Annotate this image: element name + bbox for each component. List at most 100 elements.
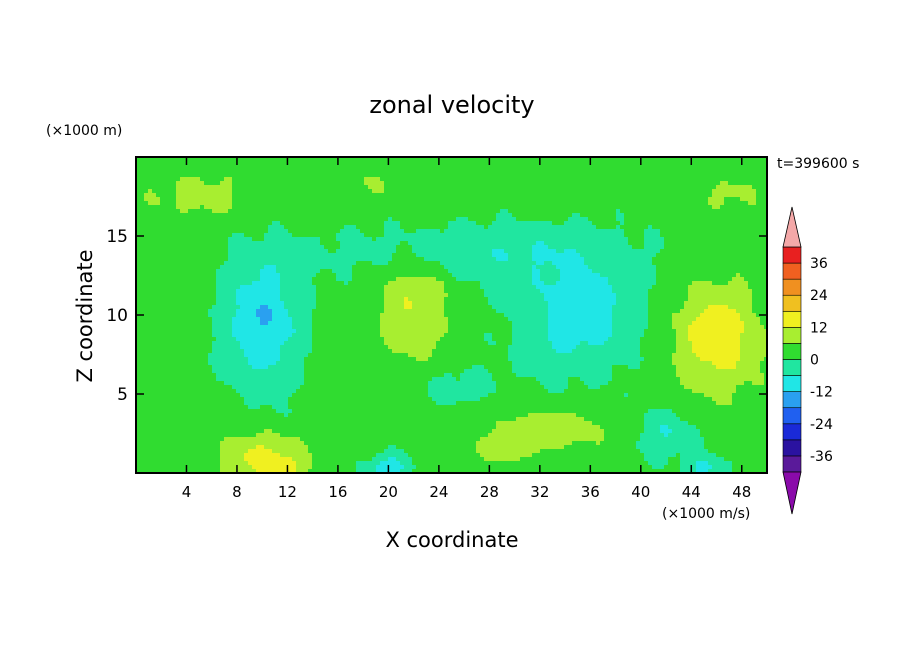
field-cell — [592, 229, 597, 234]
field-cell — [640, 201, 645, 206]
field-cell — [136, 221, 141, 226]
field-cell — [224, 225, 229, 230]
field-cell — [212, 185, 217, 190]
field-cell — [408, 221, 413, 226]
field-cell — [532, 237, 537, 242]
field-cell — [544, 197, 549, 202]
field-cell — [572, 173, 577, 178]
field-cell — [508, 157, 513, 162]
field-cell — [328, 213, 333, 218]
field-cell — [312, 177, 317, 182]
field-cell — [560, 245, 565, 250]
field-cell — [332, 177, 337, 182]
field-cell — [264, 233, 269, 238]
field-cell — [168, 273, 173, 278]
field-cell — [732, 169, 737, 174]
field-cell — [520, 229, 525, 234]
field-cell — [648, 161, 653, 166]
field-cell — [728, 221, 733, 226]
field-cell — [384, 161, 389, 166]
field-cell — [348, 197, 353, 202]
field-cell — [212, 257, 217, 262]
field-cell — [404, 241, 409, 246]
field-cell — [440, 277, 445, 282]
field-cell — [488, 213, 493, 218]
field-cell — [636, 201, 641, 206]
field-cell — [736, 257, 741, 262]
field-cell — [576, 269, 581, 274]
field-cell — [224, 189, 229, 194]
field-cell — [392, 217, 397, 222]
field-cell — [424, 201, 429, 206]
field-cell — [332, 205, 337, 210]
field-cell — [440, 225, 445, 230]
field-cell — [468, 225, 473, 230]
field-cell — [320, 269, 325, 274]
field-cell — [412, 277, 417, 282]
field-cell — [280, 217, 285, 222]
field-cell — [708, 257, 713, 262]
field-cell — [240, 269, 245, 274]
field-cell — [472, 205, 477, 210]
field-cell — [528, 173, 533, 178]
field-cell — [164, 237, 169, 242]
field-cell — [500, 169, 505, 174]
field-cell — [536, 165, 541, 170]
field-cell — [620, 249, 625, 254]
field-cell — [732, 209, 737, 214]
field-cell — [576, 257, 581, 262]
field-cell — [296, 157, 301, 162]
field-cell — [188, 161, 193, 166]
field-cell — [436, 269, 441, 274]
field-cell — [148, 253, 153, 258]
field-cell — [332, 277, 337, 282]
field-cell — [156, 157, 161, 162]
field-cell — [680, 229, 685, 234]
field-cell — [216, 213, 221, 218]
field-cell — [288, 225, 293, 230]
field-cell — [676, 225, 681, 230]
field-cell — [592, 165, 597, 170]
field-cell — [336, 253, 341, 258]
field-cell — [356, 177, 361, 182]
field-cell — [476, 245, 481, 250]
field-cell — [656, 221, 661, 226]
field-cell — [472, 225, 477, 230]
field-cell — [712, 173, 717, 178]
field-cell — [408, 201, 413, 206]
field-cell — [244, 173, 249, 178]
field-cell — [736, 157, 741, 162]
field-cell — [252, 165, 257, 170]
field-cell — [440, 281, 445, 286]
field-cell — [452, 249, 457, 254]
field-cell — [452, 185, 457, 190]
field-cell — [336, 281, 341, 286]
field-cell — [284, 177, 289, 182]
field-cell — [216, 281, 221, 286]
field-cell — [288, 181, 293, 186]
field-cell — [732, 173, 737, 178]
field-cell — [136, 241, 141, 246]
field-cell — [636, 249, 641, 254]
field-cell — [524, 209, 529, 214]
field-cell — [740, 193, 745, 198]
field-cell — [372, 181, 377, 186]
field-cell — [156, 209, 161, 214]
field-cell — [412, 157, 417, 162]
field-cell — [180, 261, 185, 266]
field-cell — [352, 237, 357, 242]
field-cell — [596, 245, 601, 250]
field-cell — [384, 245, 389, 250]
field-cell — [144, 237, 149, 242]
field-cell — [712, 229, 717, 234]
field-cell — [252, 209, 257, 214]
field-cell — [184, 169, 189, 174]
field-cell — [324, 277, 329, 282]
field-cell — [280, 221, 285, 226]
field-cell — [712, 257, 717, 262]
field-cell — [188, 237, 193, 242]
field-cell — [136, 181, 141, 186]
field-cell — [664, 201, 669, 206]
field-cell — [756, 173, 761, 178]
field-cell — [448, 245, 453, 250]
